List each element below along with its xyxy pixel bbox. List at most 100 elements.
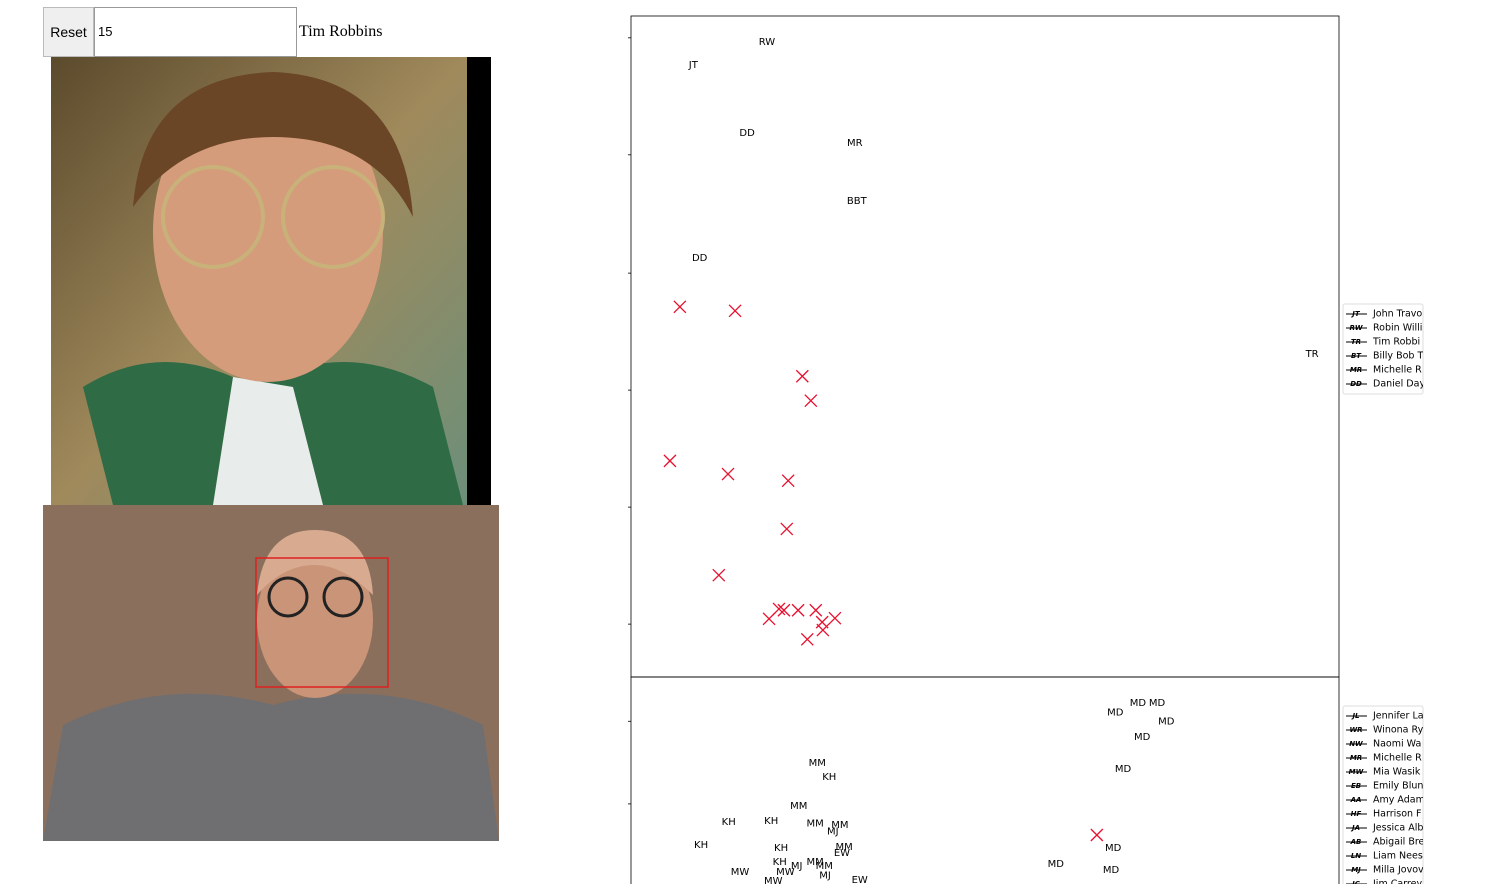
point-label: MM	[831, 820, 848, 831]
legend-entry: Michelle R	[1373, 365, 1422, 376]
legend-entry: Mia Wasik	[1373, 767, 1421, 778]
cross-marker	[1090, 828, 1104, 842]
point-label: MD	[1130, 698, 1147, 709]
reset-button[interactable]: Reset	[43, 7, 94, 57]
cross-marker	[721, 467, 735, 481]
match-name: Tim Robbins	[299, 23, 383, 40]
point-label: KH	[694, 840, 708, 851]
cross-marker	[804, 394, 818, 408]
point-label: MM	[816, 861, 833, 872]
legend-code: AA	[1350, 796, 1362, 804]
legend-items: JL Jennifer La WR Winona Ry NW Naomi Wa MR Mich…	[1346, 711, 1425, 884]
legend-code: DD	[1350, 380, 1362, 388]
legend-entry: Emily Blun	[1373, 781, 1423, 792]
point-label: JT	[688, 60, 699, 71]
cross-marker	[673, 300, 687, 314]
point-label: MD	[1105, 843, 1122, 854]
point-label: KH	[764, 816, 778, 827]
cross-marker	[712, 568, 726, 582]
legend-code: LN	[1351, 852, 1361, 860]
cross-marker	[762, 612, 776, 626]
legend-entry: Michelle R	[1373, 753, 1422, 764]
legend-code: RW	[1349, 324, 1362, 332]
legend-code: MW	[1349, 768, 1364, 776]
point-label: KH	[722, 817, 736, 828]
point-label: MD	[1134, 732, 1151, 743]
cross-marker	[800, 632, 814, 646]
point-label: MM	[809, 758, 826, 769]
webcam-view	[43, 505, 499, 841]
point-label: EW	[834, 848, 850, 859]
legend-code: BT	[1351, 352, 1362, 360]
plot-frame	[630, 676, 1340, 884]
legend-entry: Liam Nees	[1373, 851, 1423, 862]
legend-code: MR	[1350, 366, 1362, 374]
count-input[interactable]: 15	[94, 7, 297, 57]
cross-marker	[663, 454, 677, 468]
legend-code: WR	[1349, 726, 1362, 734]
plot-frame	[630, 15, 1340, 678]
point-label: RW	[759, 37, 776, 48]
point-label: MJ	[819, 870, 831, 881]
point-label: KH	[774, 843, 788, 854]
legend-entry: Milla Jovov	[1373, 865, 1424, 876]
legend-box	[1342, 303, 1424, 395]
point-label: KH	[773, 857, 787, 868]
point-label: MD	[1107, 708, 1124, 719]
legend-code: JL	[1350, 712, 1359, 720]
point-label: MJ	[791, 861, 803, 872]
point-label: MR	[847, 138, 863, 149]
legend-entry: Naomi Wa	[1373, 739, 1421, 750]
cross-marker	[816, 623, 830, 637]
legend-code: JC	[1350, 880, 1361, 884]
point-label: BBT	[847, 196, 868, 207]
legend-entry: Jennifer La	[1372, 711, 1424, 722]
legend-entry: Tim Robbi	[1372, 337, 1420, 348]
point-label: MM	[835, 842, 852, 853]
legend-entry: Billy Bob T	[1373, 351, 1423, 362]
point-label: MM	[806, 819, 823, 830]
point-label: DD	[739, 128, 755, 139]
legend-entry: Amy Adam	[1373, 795, 1425, 806]
point-label: KH	[822, 772, 836, 783]
match-photo	[43, 57, 491, 505]
point-label: MM	[806, 857, 823, 868]
legend-entry: Harrison F	[1373, 809, 1422, 820]
legend-entry: Jessica Alb	[1372, 823, 1423, 834]
legend-entry: Robin Willi	[1373, 323, 1422, 334]
legend-code: JA	[1350, 824, 1360, 832]
legend-code: JT	[1350, 310, 1361, 318]
point-label: MD	[1048, 859, 1065, 870]
cross-marker	[781, 474, 795, 488]
legend-items: JT John Travo RW Robin Willi TR Tim Robbi BT Bi…	[1346, 309, 1425, 390]
cross-marker	[777, 603, 791, 617]
legend-code: MJ	[1351, 866, 1361, 874]
legend-entry: Daniel Day	[1373, 379, 1425, 390]
legend-code: EB	[1351, 782, 1361, 790]
toolbar: Reset 15 Tim Robbins	[43, 7, 382, 57]
point-label: MM	[790, 801, 807, 812]
legend: JT John Travo RW Robin Willi TR Tim Robbi BT Bi…	[1342, 303, 1425, 395]
legend-code: MR	[1350, 754, 1362, 762]
cross-marker	[828, 611, 842, 625]
legend-code: AB	[1350, 838, 1362, 846]
point-label: MD	[1115, 764, 1132, 775]
cross-marker	[795, 369, 809, 383]
point-label: DD	[692, 253, 708, 264]
embedding-plots: RW JT DD MR BBT DD TR JT John Travo RW Robin Willi…	[628, 15, 1425, 884]
cross-marker	[780, 522, 794, 536]
legend-code: TR	[1351, 338, 1361, 346]
point-label: MW	[776, 867, 795, 878]
point-label: MD	[1158, 716, 1175, 727]
point-label: TR	[1305, 349, 1319, 360]
point-label: MJ	[827, 827, 839, 838]
legend-code: NW	[1349, 740, 1363, 748]
legend-code: HF	[1351, 810, 1362, 818]
legend-entry: John Travo	[1372, 309, 1422, 320]
point-label: EW	[852, 875, 868, 884]
legend-box	[1342, 705, 1424, 884]
legend-entry: Winona Ry	[1373, 725, 1424, 736]
legend-entry: Abigail Bre	[1373, 837, 1425, 848]
point-label: MD	[1149, 698, 1166, 709]
cross-marker	[809, 603, 823, 617]
